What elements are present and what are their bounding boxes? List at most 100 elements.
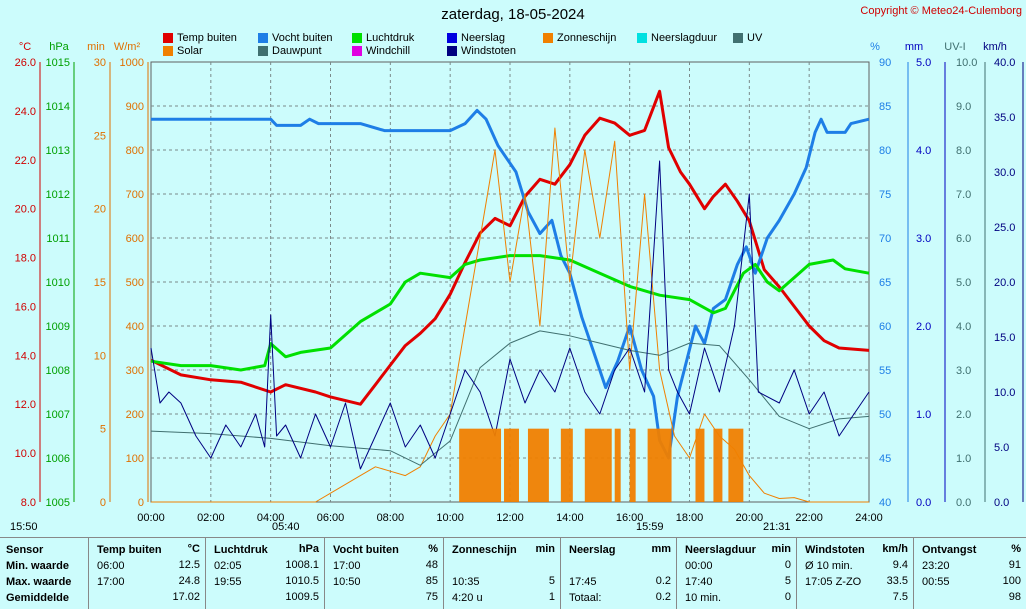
legend-label: Neerslagduur: [651, 32, 718, 44]
stats-unit: hPa: [298, 543, 319, 555]
legend-label: Dauwpunt: [272, 45, 322, 57]
stats-cell-label: 17:45: [569, 576, 597, 588]
series-line-temp-buiten: [150, 89, 870, 406]
stats-cell-label: 17:00: [333, 560, 361, 572]
y-tick-label-humidity_pct: 70: [879, 233, 891, 245]
stats-cell-value: 91: [1008, 559, 1021, 571]
bar-zonneschijn: [584, 428, 612, 502]
legend-item: Solar: [163, 45, 203, 57]
legend-label: Luchtdruk: [366, 32, 415, 44]
stats-column: Neerslag mm 17:45 0.2 Totaal: 0.2: [560, 538, 677, 609]
y-tick-label-solar_wm2: 800: [126, 145, 144, 157]
y-tick-label-wind_kmh: 0.0: [994, 497, 1009, 509]
stats-cell-value: 12.5: [178, 559, 200, 571]
sunrise-marker: 05:40: [272, 521, 300, 533]
legend-swatch: [258, 33, 268, 43]
y-tick-label-temp_c: 8.0: [21, 497, 36, 509]
y-tick-label-uv_index: 7.0: [956, 189, 971, 201]
stats-cell-label: Ø 10 min.: [805, 560, 853, 572]
legend-swatch: [163, 33, 173, 43]
y-tick-label-pressure_hpa: 1013: [46, 145, 70, 157]
y-tick-label-pressure_hpa: 1005: [46, 497, 70, 509]
axis-unit-pressure_hpa: hPa: [49, 41, 69, 53]
y-tick-label-humidity_pct: 55: [879, 365, 891, 377]
stats-cell-value: 0.2: [655, 591, 671, 603]
y-tick-label-solar_wm2: 600: [126, 233, 144, 245]
y-tick-label-humidity_pct: 90: [879, 57, 891, 69]
stats-cell-label: 06:00: [97, 560, 125, 572]
y-tick-label-temp_c: 16.0: [15, 301, 36, 313]
y-tick-label-solar_wm2: 500: [126, 277, 144, 289]
stats-header: Zonneschijn: [452, 544, 517, 556]
y-tick-label-rain_mm: 2.0: [916, 321, 931, 333]
stats-cell-label: 00:00: [685, 560, 713, 572]
y-tick-label-pressure_hpa: 1014: [46, 101, 70, 113]
y-tick-label-wind_kmh: 10.0: [994, 387, 1015, 399]
stats-cell-value: 85: [425, 575, 438, 587]
stats-cell-label: 19:55: [214, 576, 242, 588]
y-tick-label-humidity_pct: 85: [879, 101, 891, 113]
stats-header: Ontvangst: [922, 544, 977, 556]
legend-label: Windchill: [366, 45, 411, 57]
y-tick-label-uv_index: 4.0: [956, 321, 971, 333]
stats-column: Temp buiten °C 06:00 12.5 17:00 24.8 17.02: [88, 538, 206, 609]
legend-item: Dauwpunt: [258, 45, 322, 57]
y-tick-label-pressure_hpa: 1008: [46, 365, 70, 377]
x-tick-label: 00:00: [137, 512, 165, 524]
legend-item: Neerslagduur: [637, 32, 717, 44]
legend-label: UV: [747, 32, 763, 44]
stats-cell-value: 1009.5: [285, 591, 319, 603]
bar-zonneschijn: [647, 428, 672, 502]
axis-unit-uv_index: UV-I: [944, 41, 965, 53]
y-tick-label-humidity_pct: 40: [879, 497, 891, 509]
legend-swatch: [352, 33, 362, 43]
legend-item: Temp buiten: [163, 32, 237, 44]
x-tick-label: 18:00: [676, 512, 704, 524]
y-tick-label-pressure_hpa: 1015: [46, 57, 70, 69]
y-tick-label-solar_wm2: 0: [138, 497, 144, 509]
legend-swatch: [637, 33, 647, 43]
y-tick-label-wind_kmh: 20.0: [994, 277, 1015, 289]
stats-cell-label: 17:05 Z-ZO: [805, 576, 862, 588]
bar-zonneschijn: [527, 428, 549, 502]
y-tick-label-solar_wm2: 200: [126, 409, 144, 421]
y-tick-label-wind_kmh: 5.0: [994, 442, 1009, 454]
legend-item: Neerslag: [447, 32, 505, 44]
legend-swatch: [352, 46, 362, 56]
y-tick-label-pressure_hpa: 1012: [46, 189, 70, 201]
stats-cell-value: 5: [548, 575, 555, 587]
stats-cell-value: 1008.1: [285, 559, 319, 571]
legend-label: Solar: [177, 45, 203, 57]
stats-column: Ontvangst% 23:20 91 00:55 100 98: [913, 538, 1026, 609]
stats-cell-label: Gemiddelde: [6, 592, 69, 604]
x-tick-label: 10:00: [436, 512, 464, 524]
legend-swatch: [447, 46, 457, 56]
stats-header: Windstoten: [805, 544, 865, 556]
y-tick-label-uv_index: 10.0: [956, 57, 977, 69]
y-tick-label-wind_kmh: 35.0: [994, 112, 1015, 124]
stats-column: Zonneschijn min 10:35 5 4:20 u 1: [443, 538, 561, 609]
stats-cell-label: 17:00: [97, 576, 125, 588]
x-tick-label: 04:00: [257, 512, 285, 524]
y-tick-label-pressure_hpa: 1009: [46, 321, 70, 333]
x-tick-label: 02:00: [197, 512, 225, 524]
stats-header: Sensor: [6, 544, 44, 556]
y-tick-label-rain_mm: 3.0: [916, 233, 931, 245]
y-tick-label-solar_wm2: 300: [126, 365, 144, 377]
stats-cell-label: 02:05: [214, 560, 242, 572]
legend-item: UV: [733, 32, 762, 44]
y-tick-label-solar_wm2: 100: [126, 453, 144, 465]
bar-zonneschijn: [629, 428, 636, 502]
y-tick-label-uv_index: 3.0: [956, 365, 971, 377]
moonrise-marker: 15:59: [636, 521, 664, 533]
legend-label: Neerslag: [461, 32, 506, 44]
copyright-link[interactable]: Copyright © Meteo24-Culemborg: [860, 5, 1022, 17]
stats-header: Luchtdruk: [214, 544, 268, 556]
y-tick-label-rain_mm: 1.0: [916, 409, 931, 421]
stats-cell-value: 5: [784, 575, 791, 587]
stats-unit: mm: [651, 543, 671, 555]
x-tick-label: 16:00: [616, 512, 644, 524]
stats-column: Sensor Min. waarde Max. waarde Gemiddelde: [0, 538, 88, 609]
x-tick-label: 14:00: [556, 512, 584, 524]
x-tick-label: 12:00: [496, 512, 524, 524]
